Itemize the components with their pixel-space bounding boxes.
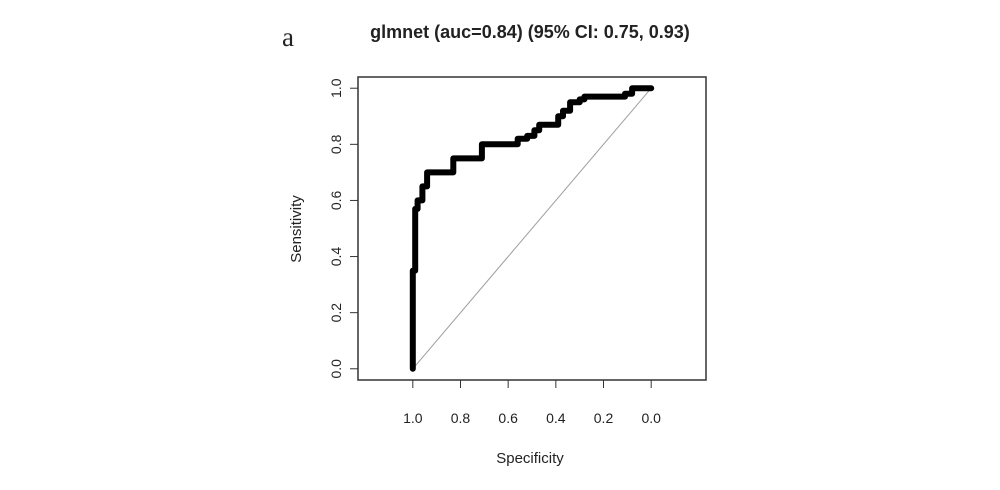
roc-curve bbox=[409, 85, 655, 372]
y-axis: 0.0 0.2 0.4 0.6 0.8 1.0 bbox=[328, 78, 359, 379]
y-tick-label: 0.2 bbox=[328, 303, 344, 323]
y-axis-label: Sensitivity bbox=[288, 195, 305, 263]
x-tick-label: 0.6 bbox=[498, 410, 518, 426]
x-tick-label: 0.0 bbox=[641, 410, 661, 426]
x-tick-label: 0.2 bbox=[594, 410, 614, 426]
plot-area bbox=[409, 85, 655, 372]
y-tick-label: 0.8 bbox=[328, 134, 344, 154]
reference-diagonal-line bbox=[412, 87, 652, 370]
x-tick-label: 1.0 bbox=[403, 410, 423, 426]
y-tick-label: 0.6 bbox=[328, 191, 344, 211]
x-tick-label: 0.8 bbox=[451, 410, 471, 426]
x-tick-label: 0.4 bbox=[546, 410, 566, 426]
y-tick-label: 1.0 bbox=[328, 78, 344, 98]
chart-title: glmnet (auc=0.84) (95% CI: 0.75, 0.93) bbox=[370, 22, 690, 42]
x-axis-label: Specificity bbox=[496, 450, 564, 467]
panel-label: a bbox=[282, 22, 294, 52]
y-tick-label: 0.0 bbox=[328, 359, 344, 379]
y-tick-label: 0.4 bbox=[328, 247, 344, 267]
x-axis: 1.0 0.8 0.6 0.4 0.2 0.0 bbox=[403, 379, 661, 426]
